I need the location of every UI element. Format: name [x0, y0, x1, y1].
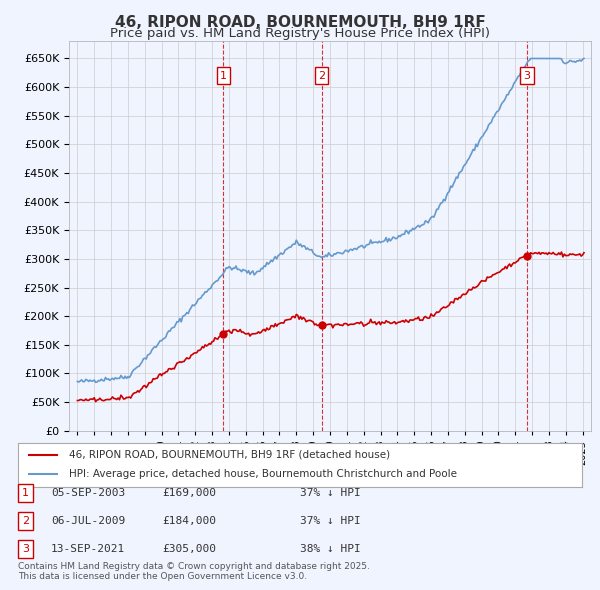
Text: 3: 3 [524, 71, 530, 81]
Text: HPI: Average price, detached house, Bournemouth Christchurch and Poole: HPI: Average price, detached house, Bour… [69, 470, 457, 479]
Text: 46, RIPON ROAD, BOURNEMOUTH, BH9 1RF: 46, RIPON ROAD, BOURNEMOUTH, BH9 1RF [115, 15, 485, 30]
Text: 1: 1 [220, 71, 227, 81]
Text: 38% ↓ HPI: 38% ↓ HPI [300, 545, 361, 554]
Text: £169,000: £169,000 [162, 488, 216, 497]
Text: 05-SEP-2003: 05-SEP-2003 [51, 488, 125, 497]
Text: 37% ↓ HPI: 37% ↓ HPI [300, 516, 361, 526]
Text: Contains HM Land Registry data © Crown copyright and database right 2025.
This d: Contains HM Land Registry data © Crown c… [18, 562, 370, 581]
Text: 13-SEP-2021: 13-SEP-2021 [51, 545, 125, 554]
Text: 2: 2 [22, 516, 29, 526]
Text: £184,000: £184,000 [162, 516, 216, 526]
Text: 3: 3 [22, 545, 29, 554]
Text: 46, RIPON ROAD, BOURNEMOUTH, BH9 1RF (detached house): 46, RIPON ROAD, BOURNEMOUTH, BH9 1RF (de… [69, 450, 390, 460]
Text: 06-JUL-2009: 06-JUL-2009 [51, 516, 125, 526]
Text: 1: 1 [22, 488, 29, 497]
Text: Price paid vs. HM Land Registry's House Price Index (HPI): Price paid vs. HM Land Registry's House … [110, 27, 490, 40]
Text: £305,000: £305,000 [162, 545, 216, 554]
Text: 2: 2 [318, 71, 325, 81]
Text: 37% ↓ HPI: 37% ↓ HPI [300, 488, 361, 497]
